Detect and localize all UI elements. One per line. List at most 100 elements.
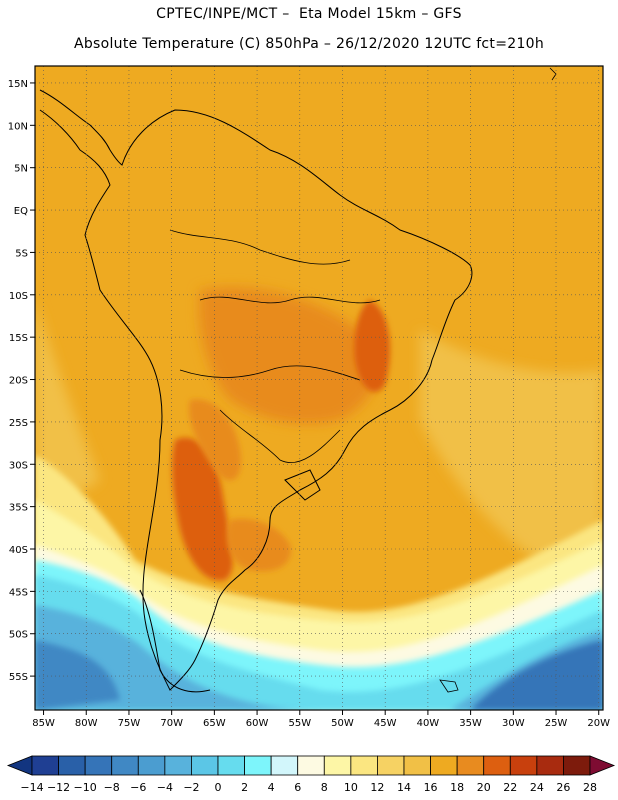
lon-tick-label: 45W bbox=[374, 718, 397, 729]
colorbar-swatch bbox=[244, 755, 272, 776]
colorbar-swatch bbox=[456, 755, 485, 776]
colorbar-label: −14 bbox=[20, 781, 43, 794]
colorbar-swatch bbox=[430, 755, 458, 776]
field-hot-core-south bbox=[172, 437, 233, 581]
border-line-4 bbox=[219, 409, 341, 463]
border-line-2 bbox=[169, 229, 351, 265]
colorbar-swatch bbox=[563, 755, 591, 776]
colorbar-label: −8 bbox=[104, 781, 120, 794]
colorbar-label: 16 bbox=[424, 781, 438, 794]
coastline-path bbox=[39, 89, 473, 691]
colorbar-label: −12 bbox=[47, 781, 70, 794]
lon-tick-label: 55W bbox=[288, 718, 311, 729]
border-line-1 bbox=[199, 296, 381, 304]
lat-tick-label: 35S bbox=[9, 503, 28, 514]
field-band-neg-sw bbox=[35, 640, 120, 710]
lat-tick-label: 15S bbox=[9, 333, 28, 344]
lon-tick-label: 80W bbox=[75, 718, 98, 729]
falklands-outline bbox=[439, 679, 459, 693]
lat-tick-label: 25S bbox=[9, 418, 28, 429]
lat-tick-label: 50S bbox=[9, 630, 28, 641]
patagonia-coast bbox=[139, 589, 211, 693]
colorbar-label: 22 bbox=[503, 781, 517, 794]
graticule bbox=[35, 66, 603, 710]
lat-tick-label: 5N bbox=[14, 164, 28, 175]
colorbar-swatch bbox=[164, 755, 192, 776]
colorbar-swatch bbox=[58, 755, 86, 776]
lat-tick-label: 55S bbox=[9, 672, 28, 683]
border-line-3 bbox=[179, 365, 361, 381]
colorbar-label: −10 bbox=[74, 781, 97, 794]
lon-tick-label: 30W bbox=[502, 718, 525, 729]
colorbar-label: 26 bbox=[556, 781, 570, 794]
colorbar-label: 28 bbox=[583, 781, 597, 794]
colorbar-label: 10 bbox=[344, 781, 358, 794]
lon-tick-label: 35W bbox=[459, 718, 482, 729]
colorbar-swatch bbox=[323, 755, 352, 776]
colorbar-swatch bbox=[509, 755, 538, 776]
colorbar-label: −2 bbox=[183, 781, 199, 794]
field-atlantic-warm bbox=[420, 330, 603, 600]
colorbar-swatch bbox=[297, 755, 325, 776]
lat-tick-label: EQ bbox=[14, 206, 28, 217]
colorbar-under-arrow bbox=[6, 755, 33, 776]
lon-tick-label: 65W bbox=[203, 718, 226, 729]
lon-tick-label: 75W bbox=[118, 718, 141, 729]
colorbar-swatch bbox=[84, 755, 113, 776]
lon-tick-label: 20W bbox=[587, 718, 610, 729]
field-band-neg-se bbox=[470, 640, 603, 710]
chart-subtitle: Absolute Temperature (C) 850hPa – 26/12/… bbox=[73, 36, 545, 52]
lon-tick-label: 40W bbox=[417, 718, 440, 729]
lat-tick-label: 30S bbox=[9, 460, 28, 471]
colorbar-label: −6 bbox=[130, 781, 146, 794]
colorbar-label: 8 bbox=[321, 781, 328, 794]
colorbar-swatch bbox=[377, 755, 405, 776]
lon-tick-label: 70W bbox=[160, 718, 183, 729]
field-warm-core-pampa bbox=[226, 518, 291, 572]
colorbar-over-arrow bbox=[589, 755, 616, 776]
colorbar: −14 −12 −10 −8 −6 −4 −2 0 2 4 6 8 10 12 14 16 18 20 22 24 26… bbox=[6, 755, 616, 794]
colorbar-label: 20 bbox=[477, 781, 491, 794]
colorbar-label: 0 bbox=[215, 781, 222, 794]
lat-tick-label: 45S bbox=[9, 587, 28, 598]
plot-frame bbox=[34, 65, 604, 711]
colorbar-swatch bbox=[403, 755, 431, 776]
colorbar-label: 14 bbox=[397, 781, 411, 794]
lon-tick-label: 60W bbox=[246, 718, 269, 729]
colorbar-swatch bbox=[31, 755, 59, 776]
colorbar-label: 6 bbox=[294, 781, 301, 794]
colorbar-label: 12 bbox=[370, 781, 384, 794]
lon-tick-label: 50W bbox=[331, 718, 354, 729]
colorbar-swatch bbox=[137, 755, 166, 776]
lagoon-outline bbox=[284, 469, 321, 501]
lat-tick-label: 15N bbox=[8, 79, 28, 90]
colorbar-label: −4 bbox=[157, 781, 173, 794]
lon-tick-label: 85W bbox=[32, 718, 55, 729]
temperature-field bbox=[35, 66, 603, 710]
colorbar-swatch bbox=[191, 755, 219, 776]
colorbar-swatch bbox=[536, 755, 564, 776]
lat-tick-label: 40S bbox=[9, 545, 28, 556]
field-band-0 bbox=[35, 605, 603, 710]
colorbar-label: 4 bbox=[268, 781, 275, 794]
coastlines bbox=[39, 67, 557, 693]
field-warm-core-central bbox=[199, 287, 378, 424]
colorbar-label: 18 bbox=[450, 781, 464, 794]
colorbar-swatch bbox=[483, 755, 511, 776]
colorbar-label: 2 bbox=[241, 781, 248, 794]
lat-tick-label: 20S bbox=[9, 376, 28, 387]
field-warm-core-chaco bbox=[189, 399, 241, 481]
field-pacific-warm bbox=[35, 300, 100, 520]
colorbar-swatch bbox=[111, 755, 139, 776]
colorbar-swatch bbox=[350, 755, 378, 776]
colorbar-label: 24 bbox=[530, 781, 544, 794]
chart-title: CPTEC/INPE/MCT – Eta Model 15km – GFS bbox=[156, 6, 462, 22]
lat-tick-label: 5S bbox=[15, 248, 28, 259]
colorbar-swatch bbox=[217, 755, 245, 776]
axis-ticks: 85W 80W 75W 70W 65W 60W 55W 50W 45W 40W 35W 30W 25W 2… bbox=[8, 79, 610, 729]
colorbar-swatch bbox=[270, 755, 299, 776]
field-hot-core-east bbox=[354, 300, 390, 392]
lat-tick-label: 10S bbox=[9, 291, 28, 302]
lon-tick-label: 25W bbox=[545, 718, 568, 729]
